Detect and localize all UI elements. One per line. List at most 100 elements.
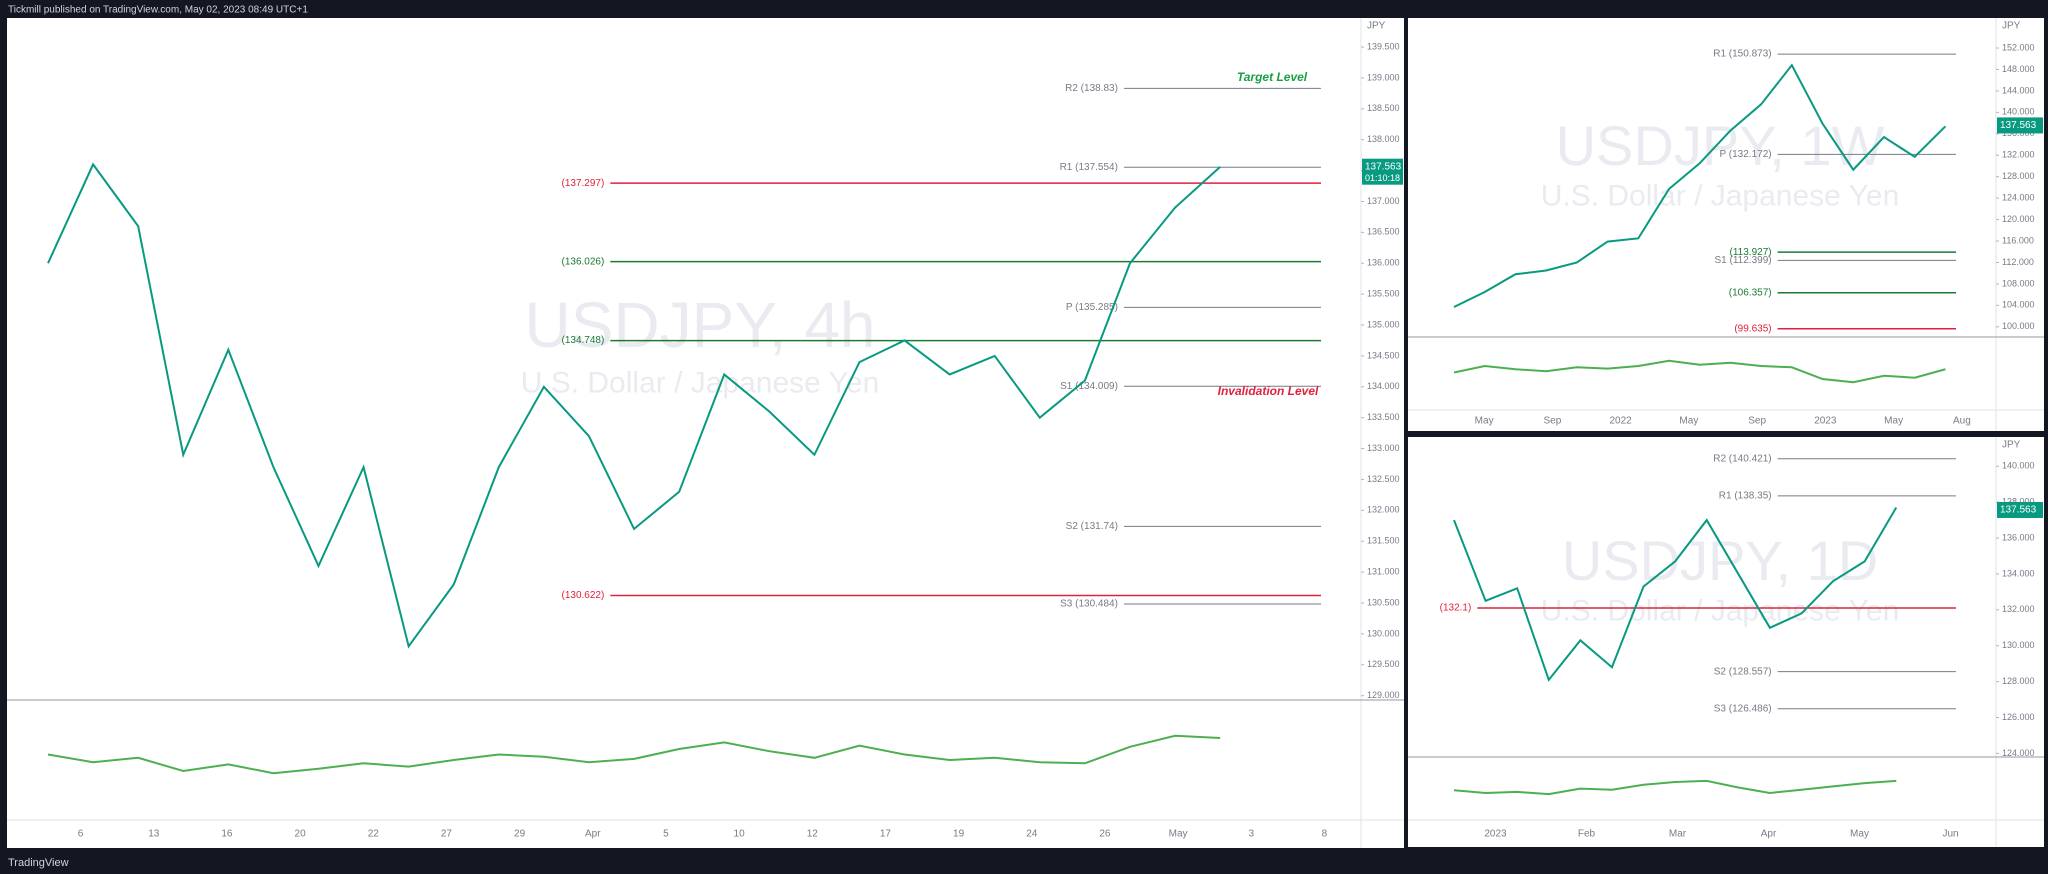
level-label: R1 (150.873) xyxy=(1713,49,1771,60)
level-label: S1 (112.399) xyxy=(1715,255,1772,266)
last-price: 137.563 xyxy=(2000,505,2037,516)
level-label: R1 (137.554) xyxy=(1060,162,1118,173)
level-label: S3 (130.484) xyxy=(1060,599,1118,610)
x-tick-label: 26 xyxy=(1099,829,1111,840)
annotation: Target Level xyxy=(1237,70,1308,84)
chart-panel xyxy=(1408,18,2044,431)
last-price: 137.563 xyxy=(1365,161,1402,172)
y-tick-label: 134.500 xyxy=(1367,350,1400,360)
chart-panel xyxy=(1408,437,2044,847)
x-tick-label: May xyxy=(1850,829,1869,840)
y-tick-label: 134.000 xyxy=(2002,568,2035,578)
y-tick-label: 140.000 xyxy=(2002,107,2035,117)
level-label: S1 (134.009) xyxy=(1060,381,1118,392)
x-tick-label: Aug xyxy=(1953,416,1971,427)
x-tick-label: 5 xyxy=(663,829,669,840)
y-tick-label: 135.500 xyxy=(1367,289,1400,299)
y-tick-label: 133.000 xyxy=(1367,443,1400,453)
y-tick-label: 140.000 xyxy=(2002,461,2035,471)
y-tick-label: 137.000 xyxy=(1367,196,1400,206)
chart-panel xyxy=(7,18,1404,848)
level-label: (137.297) xyxy=(561,178,604,189)
x-tick-label: 2022 xyxy=(1610,416,1633,427)
x-tick-label: 8 xyxy=(1322,829,1328,840)
axis-unit: JPY xyxy=(2002,440,2021,451)
y-tick-label: 124.000 xyxy=(2002,193,2035,203)
y-tick-label: 132.500 xyxy=(1367,474,1400,484)
x-tick-label: 13 xyxy=(148,829,160,840)
x-tick-label: 22 xyxy=(368,829,380,840)
last-price-tag xyxy=(1362,158,1403,185)
watermark-sub: U.S. Dollar / Japanese Yen xyxy=(1541,595,1900,628)
x-tick-label: 24 xyxy=(1026,829,1038,840)
x-tick-label: 19 xyxy=(953,829,965,840)
y-tick-label: 116.000 xyxy=(2002,235,2034,245)
x-tick-label: Jun xyxy=(1942,829,1958,840)
last-price-tag xyxy=(1997,501,2043,518)
watermark-sub: U.S. Dollar / Japanese Yen xyxy=(521,366,880,399)
y-tick-label: 136.000 xyxy=(2002,532,2035,542)
x-tick-label: 6 xyxy=(78,829,84,840)
y-tick-label: 100.000 xyxy=(2002,321,2035,331)
y-tick-label: 133.500 xyxy=(1367,412,1400,422)
header: Tickmill published on TradingView.com, M… xyxy=(8,5,308,16)
countdown: 01:10:18 xyxy=(1365,173,1400,183)
oscillator xyxy=(1453,779,1897,796)
y-tick-label: 130.000 xyxy=(1367,628,1400,638)
y-tick-label: 148.000 xyxy=(2002,64,2035,74)
y-tick-label: 131.500 xyxy=(1367,536,1400,546)
x-tick-label: 16 xyxy=(221,829,233,840)
y-tick-label: 152.000 xyxy=(2002,42,2035,52)
x-tick-label: May xyxy=(1884,416,1903,427)
x-tick-label: May xyxy=(1679,416,1698,427)
y-tick-label: 139.500 xyxy=(1367,41,1400,51)
y-tick-label: 129.000 xyxy=(1367,690,1400,700)
y-tick-label: 134.000 xyxy=(1367,381,1400,391)
level-label: S3 (126.486) xyxy=(1714,703,1772,714)
level-label: R2 (140.421) xyxy=(1713,453,1771,464)
x-tick-label: 10 xyxy=(734,829,746,840)
x-tick-label: Feb xyxy=(1578,829,1596,840)
price-line xyxy=(47,162,1221,649)
y-tick-label: 104.000 xyxy=(2002,300,2035,310)
y-tick-label: 135.000 xyxy=(1367,319,1400,329)
level-label: (136.026) xyxy=(561,256,604,267)
x-tick-label: Apr xyxy=(585,829,601,840)
y-tick-label: 130.000 xyxy=(2002,640,2035,650)
last-price-tag xyxy=(1997,117,2043,134)
level-label: P (135.285) xyxy=(1066,302,1118,313)
y-tick-label: 139.000 xyxy=(1367,72,1400,82)
annotation: Invalidation Level xyxy=(1218,384,1319,398)
y-tick-label: 136.500 xyxy=(1367,227,1400,237)
y-tick-label: 120.000 xyxy=(2002,214,2035,224)
level-label: P (132.172) xyxy=(1720,149,1772,160)
y-tick-label: 129.500 xyxy=(1367,659,1400,669)
level-label: (106.357) xyxy=(1729,287,1772,298)
x-tick-label: Sep xyxy=(1748,416,1766,427)
x-tick-label: May xyxy=(1169,829,1188,840)
level-label: (113.927) xyxy=(1730,247,1772,258)
x-tick-label: Apr xyxy=(1761,829,1777,840)
y-tick-label: 128.000 xyxy=(2002,171,2035,181)
level-label: (132.1) xyxy=(1440,603,1472,614)
x-tick-label: 17 xyxy=(880,829,892,840)
price-line xyxy=(1453,507,1898,682)
level-label: (134.748) xyxy=(561,335,604,346)
y-tick-label: 130.500 xyxy=(1367,597,1400,607)
y-tick-label: 124.000 xyxy=(2002,748,2035,758)
y-tick-label: 138.000 xyxy=(2002,497,2035,507)
y-tick-label: 128.000 xyxy=(2002,676,2035,686)
y-tick-label: 136.000 xyxy=(1367,258,1400,268)
level-label: S2 (128.557) xyxy=(1714,666,1772,677)
y-tick-label: 138.000 xyxy=(1367,134,1400,144)
level-label: (99.635) xyxy=(1734,323,1771,334)
level-label: R2 (138.83) xyxy=(1065,83,1118,94)
level-label: R1 (138.35) xyxy=(1719,491,1772,502)
x-tick-label: May xyxy=(1475,416,1494,427)
last-price: 137.563 xyxy=(2000,120,2037,131)
x-tick-label: 20 xyxy=(295,829,307,840)
oscillator xyxy=(1453,359,1946,384)
price-line xyxy=(1453,63,1947,308)
